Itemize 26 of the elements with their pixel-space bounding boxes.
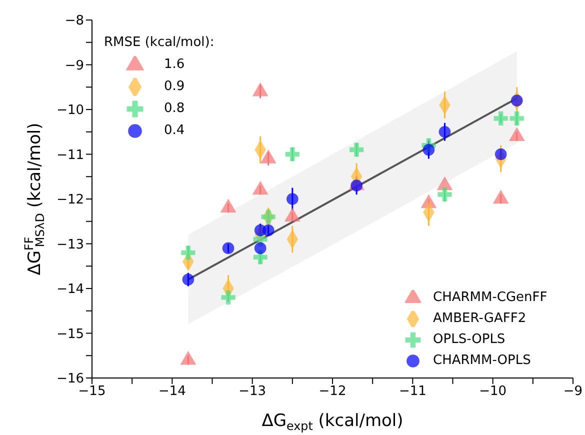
legend-label: CHARMM-OPLS <box>433 352 531 370</box>
annotation: RMSE (kcal/mol): <box>104 34 214 52</box>
x-tick-label: −12 <box>318 384 346 400</box>
y-tick-label: −12 <box>56 192 84 208</box>
annotation: 0.4 <box>164 122 185 140</box>
legend-label: CHARMM-CGenFF <box>433 289 548 307</box>
y-tick-label: −13 <box>56 237 84 252</box>
x-tick-label: −15 <box>78 384 106 400</box>
x-axis-title: ΔG$_{expt}$ (kcal/mol) <box>262 411 404 433</box>
y-tick-label: −8 <box>64 14 84 29</box>
y-tick-label: −9 <box>64 58 84 74</box>
x-tick-label: −9 <box>563 384 583 400</box>
x-tick-label: −11 <box>398 384 426 400</box>
y-tick-label: −16 <box>56 372 84 387</box>
x-tick-label: −13 <box>238 384 266 400</box>
y-tick-label: −10 <box>56 103 84 118</box>
legend-label: AMBER-GAFF2 <box>433 310 526 328</box>
x-tick-label: −10 <box>479 384 507 400</box>
legend-label: OPLS-OPLS <box>433 331 506 349</box>
y-tick-label: −11 <box>56 148 84 163</box>
annotation: 0.9 <box>164 78 185 96</box>
y-tick-label: −14 <box>56 282 84 298</box>
x-tick-label: −14 <box>158 384 186 400</box>
annotation: 1.6 <box>164 56 185 74</box>
y-tick-label: −15 <box>56 326 84 342</box>
annotation: 0.8 <box>164 100 185 118</box>
